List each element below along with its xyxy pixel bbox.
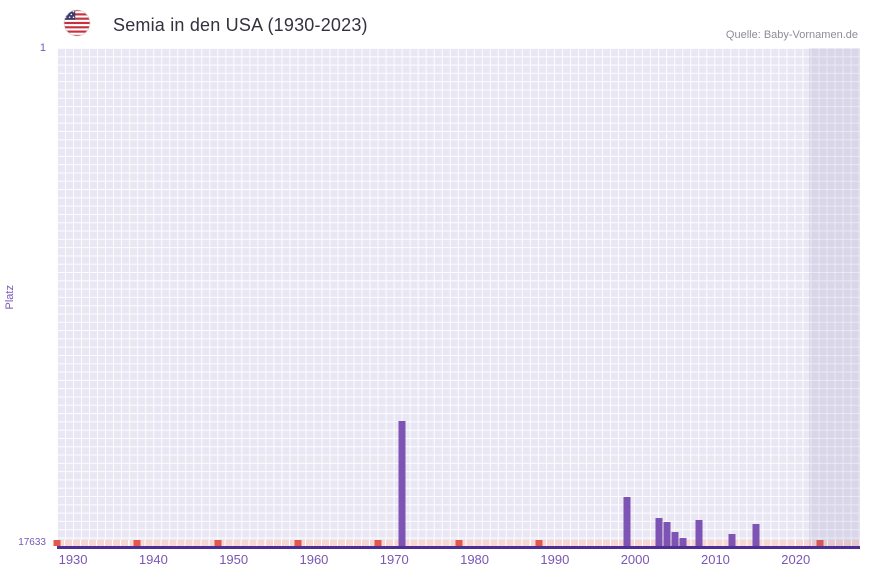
- unranked-marker-1978: [455, 540, 462, 546]
- x-tick-2020: 2020: [781, 552, 811, 567]
- bar-2012: [728, 533, 736, 546]
- x-tick-2010: 2010: [700, 552, 730, 567]
- x-tick-1990: 1990: [540, 552, 570, 567]
- unranked-marker-1938: [133, 540, 141, 546]
- x-axis-ticks: 1930 1940 1950 1960 1970 1980 1990 2000 2010 2020: [57, 552, 860, 572]
- bar-2005: [671, 532, 679, 546]
- unranked-marker-1988: [535, 540, 543, 546]
- x-tick-1940: 1940: [138, 552, 168, 567]
- unranked-marker-1928: [53, 540, 61, 546]
- x-tick-1960: 1960: [299, 552, 329, 567]
- y-tick-top: 1: [39, 42, 46, 54]
- x-tick-1970: 1970: [379, 552, 409, 567]
- bar-2003: [655, 518, 663, 546]
- bar-2006: [679, 538, 687, 546]
- unranked-marker-1958: [294, 540, 302, 546]
- y-tick-bottom: 17633: [18, 537, 46, 548]
- y-axis-label: Platz: [4, 284, 16, 310]
- us-flag-icon: [63, 9, 91, 37]
- bar-2008: [695, 519, 703, 546]
- x-tick-1930: 1930: [58, 552, 88, 567]
- unranked-marker-2023: [816, 540, 824, 546]
- x-tick-2000: 2000: [620, 552, 650, 567]
- source-label: Quelle: Baby-Vornamen.de: [725, 29, 858, 41]
- no-data-region: [808, 48, 860, 546]
- y-axis-label-wrap: Platz: [2, 48, 18, 546]
- chart-title: Semia in den USA (1930-2023): [113, 15, 368, 35]
- bar-1999: [623, 497, 631, 546]
- unranked-marker-1948: [214, 540, 222, 546]
- plot-area: [53, 48, 860, 549]
- x-tick-1950: 1950: [219, 552, 249, 567]
- unranked-marker-1968: [374, 540, 382, 546]
- bar-2015: [752, 523, 760, 546]
- x-tick-1980: 1980: [460, 552, 490, 567]
- bar-2004: [663, 522, 671, 546]
- bar-1971: [398, 420, 406, 546]
